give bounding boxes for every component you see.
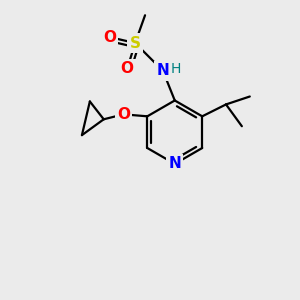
Text: O: O (121, 61, 134, 76)
Text: N: N (157, 63, 169, 78)
Text: H: H (171, 62, 181, 76)
Text: N: N (168, 156, 181, 171)
Text: O: O (103, 30, 116, 45)
Text: S: S (130, 35, 141, 50)
Text: O: O (117, 107, 130, 122)
